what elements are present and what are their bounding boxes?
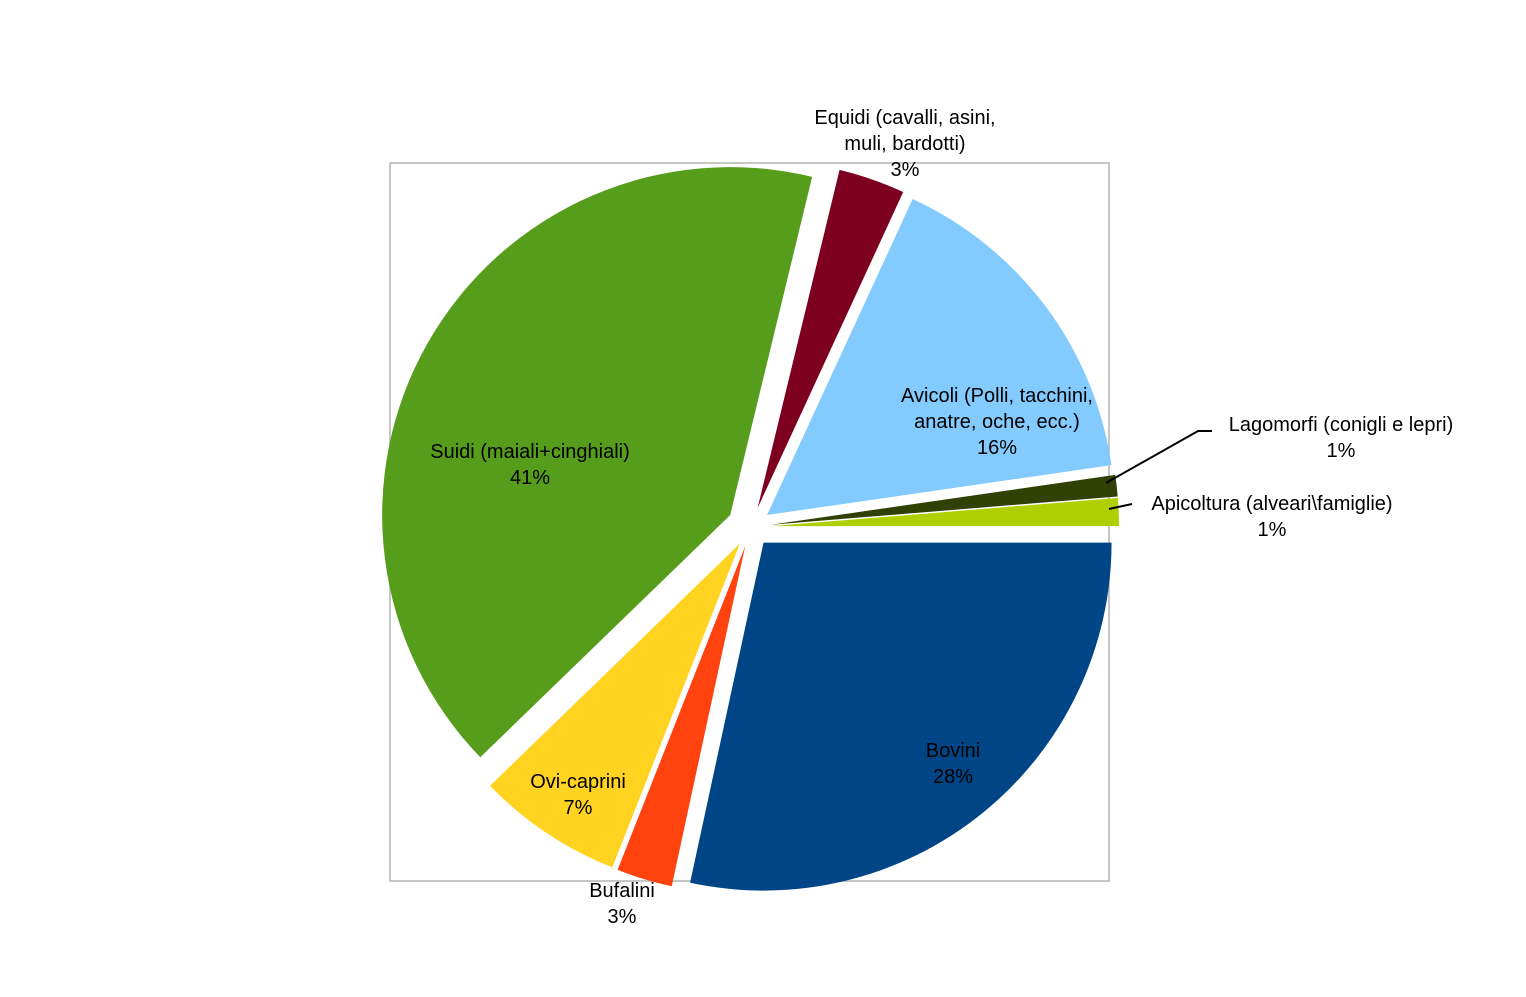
pie-slice-ovi-caprini bbox=[490, 543, 740, 868]
slice-label: Apicoltura (alveari\famiglie) 1% bbox=[1151, 493, 1392, 541]
slice-labels: Bovini 28% Bufalini 3% Ovi-caprini 7% Suidi (m… bbox=[430, 107, 1453, 928]
slice-label: Avicoli (Polli, tacchini, anatre, oche, e… bbox=[901, 385, 1093, 459]
leader-lines bbox=[1105, 430, 1212, 510]
slice-label: Bufalini 3% bbox=[589, 880, 655, 928]
pie-slice-lagomorfi bbox=[770, 474, 1118, 525]
pie-slice-bovini bbox=[690, 542, 1112, 891]
leader-line bbox=[1105, 430, 1212, 484]
pie-slice-equidi bbox=[757, 169, 904, 509]
pie-slice-apicoltura bbox=[770, 497, 1119, 527]
leader-line bbox=[1108, 503, 1133, 510]
pie-slice-suidi bbox=[382, 167, 813, 758]
slice-label: Bovini 28% bbox=[926, 740, 980, 788]
slice-label: Ovi-caprini 7% bbox=[530, 771, 626, 819]
slice-label: Suidi (maiali+cinghiali) 41% bbox=[430, 441, 630, 489]
pie-slice-bufalini bbox=[617, 546, 746, 887]
slice-label: Lagomorfi (conigli e lepri) 1% bbox=[1229, 414, 1454, 462]
pie-slice-avicoli bbox=[767, 198, 1112, 516]
pie-slices bbox=[382, 167, 1119, 891]
slice-label: Equidi (cavalli, asini, muli, bardotti) 3% bbox=[814, 107, 995, 181]
